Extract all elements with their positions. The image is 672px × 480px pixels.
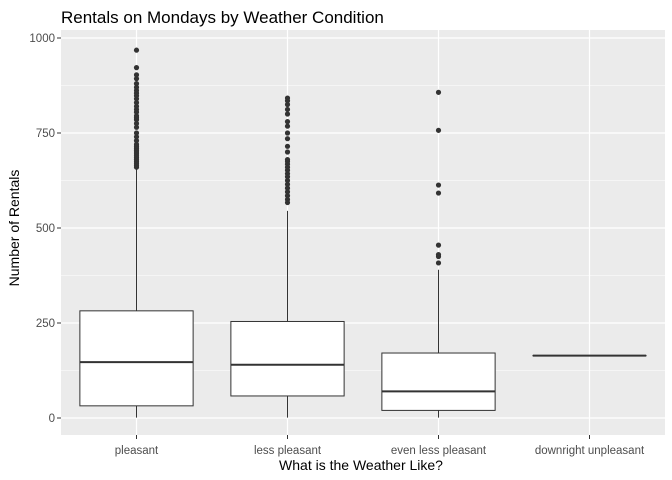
outlier-point [284, 123, 291, 129]
y-axis-ticks: 0 250 500 750 1000 [29, 33, 61, 425]
outlier-point [435, 242, 442, 248]
outlier-point [435, 252, 442, 258]
outlier-point [284, 143, 291, 149]
outlier-point [133, 130, 140, 136]
outlier-point [284, 196, 291, 203]
box-2 [230, 95, 345, 418]
outlier-point [435, 260, 442, 266]
outlier-point [133, 141, 140, 147]
x-axis-title: What is the Weather Like? [279, 457, 443, 473]
box-1 [79, 47, 194, 418]
outlier-point [284, 189, 291, 195]
x-tick-label: downright unpleasant [535, 445, 645, 457]
outlier-point [133, 76, 140, 82]
x-tick-label: less pleasant [254, 445, 322, 457]
outlier-point [284, 101, 291, 108]
x-tick-label: even less pleasant [391, 445, 487, 457]
x-axis-ticks: pleasant less pleasant even less pleasant d… [115, 435, 645, 457]
outlier-point [133, 138, 140, 144]
outlier-point [435, 127, 442, 133]
outlier-point [284, 119, 291, 125]
outlier-point [284, 106, 291, 113]
outlier-point [284, 185, 291, 191]
outlier-point [284, 136, 291, 142]
chart-title: Rentals on Mondays by Weather Condition [61, 8, 384, 27]
box-iqr [230, 320, 345, 397]
outlier-point [133, 47, 140, 53]
outlier-point [133, 103, 140, 109]
outlier-point [133, 72, 140, 78]
x-tick-label: pleasant [115, 445, 159, 457]
outlier-point [284, 130, 291, 136]
box-iqr [381, 352, 496, 411]
outlier-point [284, 157, 291, 163]
outlier-point [284, 95, 291, 101]
outlier-point [284, 181, 291, 187]
box-iqr [79, 310, 194, 407]
outlier-point [133, 120, 140, 127]
outlier-point [133, 134, 140, 140]
outlier-point [435, 182, 442, 188]
y-tick-label: 500 [36, 223, 55, 235]
outlier-point [133, 113, 140, 119]
outlier-point [133, 124, 140, 130]
outlier-point [435, 89, 442, 95]
outlier-point [133, 65, 140, 71]
outlier-point [133, 100, 140, 106]
outlier-point [284, 177, 291, 184]
outlier-point [284, 149, 291, 155]
y-tick-label: 1000 [29, 33, 55, 45]
box-3 [381, 89, 496, 418]
outlier-point [133, 81, 140, 87]
outlier-point [284, 193, 291, 199]
y-tick-label: 250 [36, 318, 55, 330]
outlier-point [133, 84, 140, 90]
y-tick-label: 750 [36, 128, 55, 140]
y-axis-title: Number of Rentals [6, 170, 22, 287]
outlier-point [435, 190, 442, 196]
y-tick-label: 0 [49, 413, 55, 425]
outlier-point [284, 111, 291, 117]
boxes-layer [79, 47, 647, 418]
